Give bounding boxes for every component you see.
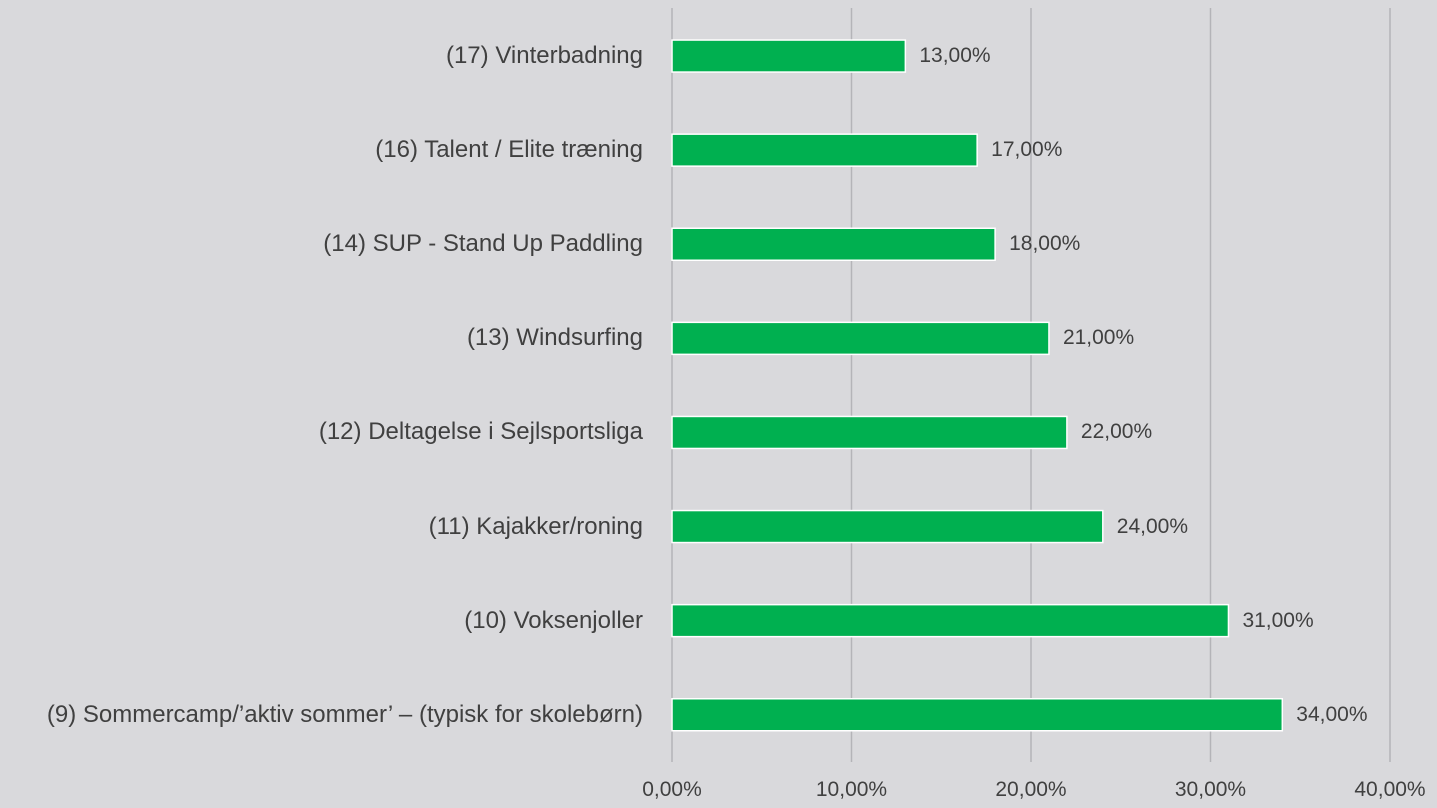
value-label: 34,00%: [1296, 702, 1368, 726]
value-label: 21,00%: [1062, 326, 1135, 350]
category-label: (12) Deltagelse i Sejlsportsliga: [318, 418, 643, 446]
category-label: (9) Sommercamp/’aktiv sommer’ – (typisk …: [46, 700, 643, 728]
bar: [671, 603, 1230, 638]
category-label: (14) SUP - Stand Up Paddling: [323, 230, 643, 258]
bar: [671, 415, 1068, 450]
category-label: (11) Kajakker/roning: [428, 512, 643, 540]
value-label: 13,00%: [919, 44, 991, 68]
value-label: 18,00%: [1009, 232, 1081, 256]
value-label: 31,00%: [1242, 608, 1314, 632]
value-label: 17,00%: [991, 138, 1063, 162]
bar: [671, 39, 907, 73]
x-tick-label: 10,00%: [815, 778, 888, 801]
category-label: (17) Vinterbadning: [445, 42, 643, 70]
x-tick-label: 40,00%: [1354, 778, 1426, 801]
value-label: 24,00%: [1116, 514, 1189, 538]
bar: [671, 509, 1104, 544]
category-label: (13) Windsurfing: [466, 324, 643, 352]
x-tick-label: 20,00%: [995, 778, 1067, 801]
x-tick-label: 0,00%: [642, 778, 702, 801]
value-label: 22,00%: [1080, 420, 1153, 444]
bar: [671, 133, 978, 167]
bar: [671, 698, 1284, 732]
x-tick-label: 30,00%: [1174, 778, 1247, 801]
category-label: (10) Voksenjoller: [464, 606, 643, 634]
bar: [671, 227, 996, 261]
bar: [671, 321, 1050, 356]
category-label: (16) Talent / Elite træning: [375, 136, 643, 164]
